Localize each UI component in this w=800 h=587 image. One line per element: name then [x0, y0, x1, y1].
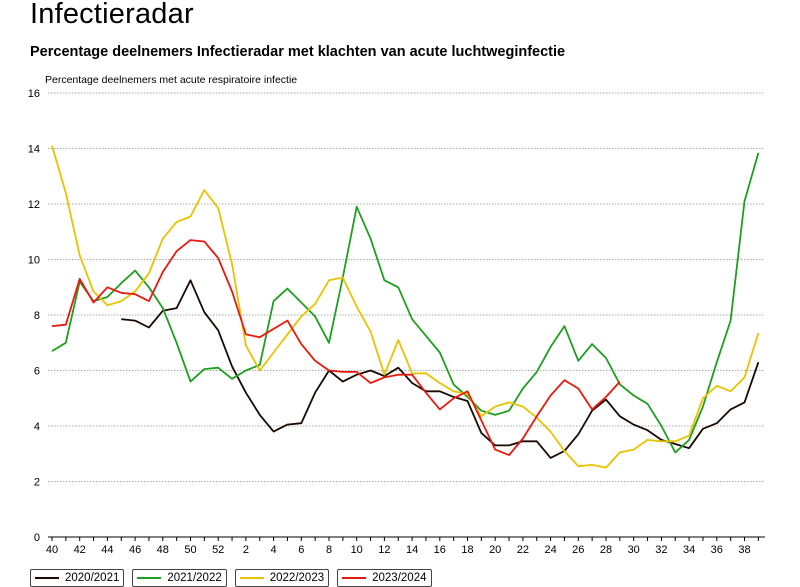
- y-tick-label: 16: [28, 88, 40, 100]
- legend-item-2022-2023[interactable]: 2022/2023: [234, 569, 330, 587]
- x-tick-label: 26: [572, 544, 584, 556]
- x-tick-label: 24: [544, 544, 556, 556]
- x-tick-label: 32: [655, 544, 667, 556]
- x-tick-label: 12: [378, 544, 390, 556]
- legend-item-2021-2022[interactable]: 2021/2022: [132, 569, 227, 587]
- x-tick-label: 30: [628, 544, 640, 556]
- y-tick-label: 0: [34, 532, 40, 544]
- x-tick-label: 46: [129, 544, 141, 556]
- y-tick-label: 14: [28, 144, 40, 156]
- chart-title: Percentage deelnemers Infectieradar met …: [30, 44, 566, 60]
- legend: 2020/2021 2021/2022 2022/2023 2023/2024: [30, 569, 432, 587]
- series-line-2020-2021: [121, 279, 760, 459]
- y-tick-label: 12: [28, 199, 40, 211]
- x-tick-label: 34: [683, 544, 695, 556]
- legend-label: 2023/2024: [372, 572, 427, 584]
- page-title: Infectieradar: [30, 0, 194, 30]
- x-tick-label: 38: [738, 544, 750, 556]
- x-tick-label: 20: [489, 544, 501, 556]
- x-tick-label: 44: [101, 544, 113, 556]
- x-tick-label: 8: [326, 544, 332, 556]
- legend-swatch: [137, 577, 162, 579]
- series-line-2021-2022: [51, 152, 760, 454]
- y-axis-label: Percentage deelnemers met acute respirat…: [45, 74, 297, 86]
- y-axis-ticks: 0 2 4 6 8 10 12 14 16: [28, 88, 40, 544]
- legend-item-2023-2024[interactable]: 2023/2024: [337, 569, 432, 587]
- x-tick-label: 42: [74, 544, 86, 556]
- legend-label: 2022/2023: [269, 572, 325, 584]
- y-tick-label: 8: [34, 310, 40, 322]
- legend-label: 2020/2021: [65, 572, 120, 584]
- legend-label: 2021/2022: [167, 572, 222, 584]
- x-tick-label: 10: [351, 544, 363, 556]
- x-tick-label: 52: [212, 544, 224, 556]
- y-tick-label: 2: [34, 477, 40, 489]
- legend-swatch: [239, 577, 264, 579]
- x-tick-label: 40: [46, 544, 58, 556]
- x-tick-label: 36: [711, 544, 723, 556]
- x-tick-label: 48: [157, 544, 169, 556]
- x-axis: 40 42 44 46 48 50 52 2 4 6 8 10 12 14 16 18 20 22 24 26 28 30…: [46, 536, 765, 556]
- x-tick-label: 14: [406, 544, 418, 556]
- y-tick-label: 4: [34, 421, 40, 433]
- x-tick-label: 16: [434, 544, 446, 556]
- y-tick-label: 6: [34, 366, 40, 378]
- y-tick-label: 10: [28, 255, 40, 267]
- x-tick-label: 6: [298, 544, 304, 556]
- gridlines: [48, 92, 765, 482]
- x-tick-label: 22: [517, 544, 529, 556]
- legend-swatch: [342, 577, 367, 579]
- series-line-2022-2023: [51, 145, 760, 469]
- x-tick-label: 28: [600, 544, 612, 556]
- x-tick-label: 2: [243, 544, 249, 556]
- legend-swatch: [35, 577, 59, 579]
- legend-item-2020-2021[interactable]: 2020/2021: [30, 569, 125, 587]
- x-tick-label: 18: [461, 544, 473, 556]
- x-tick-label: 4: [271, 544, 277, 556]
- series-line-2023-2024: [51, 239, 621, 456]
- x-tick-label: 50: [184, 544, 196, 556]
- series-lines: [51, 145, 760, 469]
